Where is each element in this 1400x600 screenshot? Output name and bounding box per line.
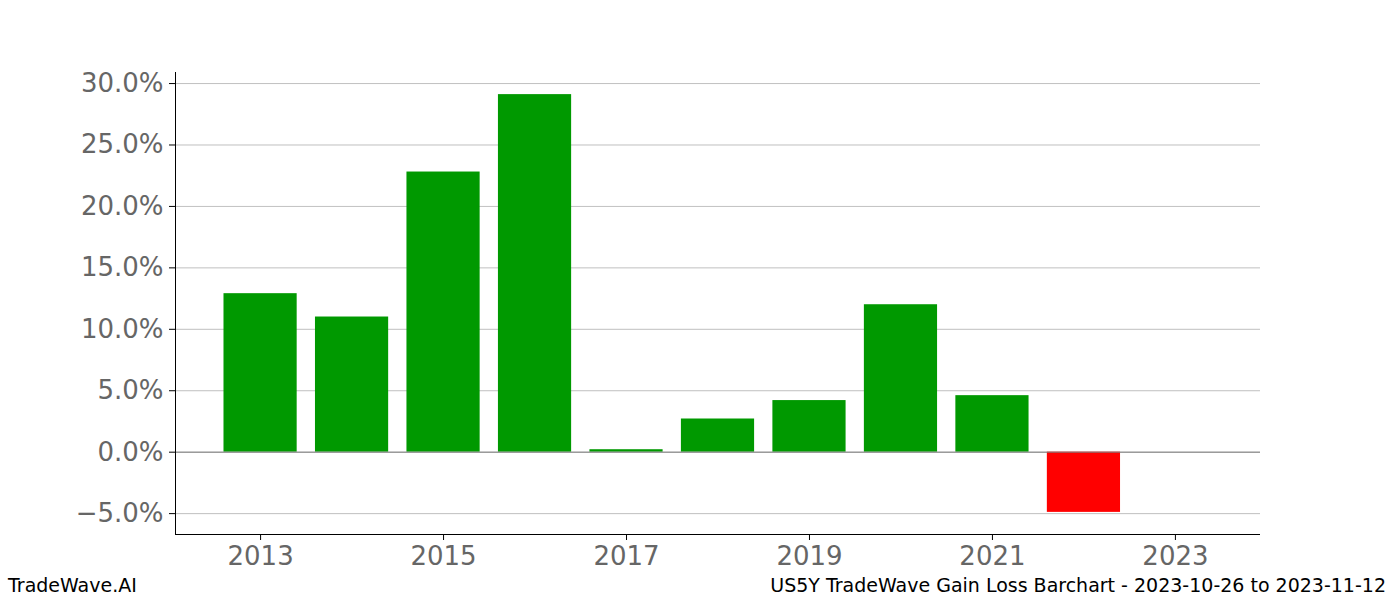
svg-text:2015: 2015 (410, 541, 476, 571)
svg-text:5.0%: 5.0% (97, 375, 163, 405)
svg-text:15.0%: 15.0% (81, 252, 164, 282)
svg-text:−5.0%: −5.0% (76, 498, 164, 528)
svg-text:2023: 2023 (1142, 541, 1208, 571)
svg-text:20.0%: 20.0% (81, 191, 164, 221)
svg-text:2017: 2017 (593, 541, 659, 571)
svg-text:2021: 2021 (959, 541, 1025, 571)
svg-text:10.0%: 10.0% (81, 314, 164, 344)
html-text:TradeWave.AI: TradeWave.AI (8, 574, 137, 596)
svg-text:2013: 2013 (227, 541, 293, 571)
svg-text:25.0%: 25.0% (81, 129, 164, 159)
svg-text:2019: 2019 (776, 541, 842, 571)
svg-text:0.0%: 0.0% (97, 436, 163, 466)
svg-text:30.0%: 30.0% (81, 68, 164, 98)
html-text:US5Y TradeWave Gain Loss Barch: US5Y TradeWave Gain Loss Barchart - 2023… (770, 574, 1386, 596)
